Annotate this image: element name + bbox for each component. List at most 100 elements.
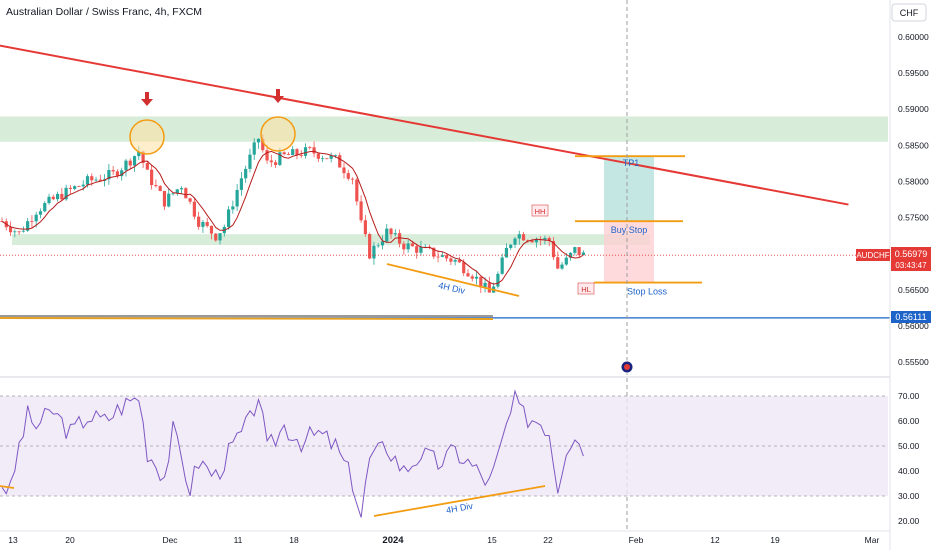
candle-body — [368, 234, 372, 259]
candle-body — [393, 233, 397, 235]
candle-body — [402, 243, 406, 250]
candle-body — [577, 247, 581, 256]
candle-body — [581, 252, 585, 256]
candle-body — [517, 234, 521, 239]
candle-body — [68, 187, 72, 189]
candle-body — [436, 256, 440, 258]
orange-level-line — [0, 317, 494, 320]
support-price-label: 0.56111 — [891, 311, 931, 323]
candle-body — [303, 147, 308, 156]
rsi-pane: 4H Div — [0, 389, 888, 518]
candle-body — [47, 196, 51, 204]
candle-body — [282, 152, 286, 155]
currency-button[interactable] — [891, 3, 927, 22]
rsi-tick-label: 60.00 — [898, 416, 920, 426]
candle-body — [487, 282, 491, 293]
candle-body — [137, 151, 141, 157]
candle-body — [513, 238, 517, 245]
candle-body — [389, 228, 393, 235]
candle-body — [265, 150, 269, 161]
candle-body — [504, 247, 509, 258]
candle-body — [158, 186, 162, 191]
candle-body — [397, 233, 402, 244]
candle-body — [462, 262, 466, 274]
arrow-down-icon — [276, 89, 280, 97]
time-tick-label: Feb — [629, 535, 644, 545]
candle-body — [26, 221, 30, 231]
time-axis[interactable]: 13 20 Dec 11 18 2024 15 22 Feb 12 19 Mar — [8, 535, 879, 546]
candle-body — [534, 239, 538, 243]
tp1-label: TP1 — [623, 158, 640, 168]
candle-body — [150, 169, 154, 186]
candle-body — [363, 220, 367, 235]
candle-body — [192, 201, 196, 217]
candle-body — [342, 167, 346, 174]
rsi-axis[interactable]: 70.00 60.00 50.00 40.00 30.00 20.00 — [898, 391, 920, 526]
price-tick-label: 0.59000 — [898, 104, 929, 114]
overlays: TP1 Buy Stop Stop Loss HH HL 4H Div — [0, 0, 890, 530]
candle-body — [73, 186, 77, 189]
candle-body — [432, 247, 436, 257]
bar-countdown: 03:43:47 — [895, 261, 927, 270]
price-tick-label: 0.60000 — [898, 32, 929, 42]
candle-body — [162, 190, 167, 207]
candle-body — [453, 260, 457, 262]
candle-body — [338, 155, 342, 168]
candle-body — [261, 138, 265, 151]
candle-body — [556, 257, 560, 269]
candle-body — [235, 189, 239, 207]
candle-body — [244, 168, 248, 179]
candle-body — [145, 163, 149, 170]
candle-body — [321, 158, 325, 160]
candle-body — [474, 276, 479, 279]
arrow-down-icon — [145, 92, 149, 100]
candle-body — [573, 247, 577, 253]
candle-body — [316, 153, 320, 159]
candle-body — [346, 173, 350, 179]
rsi-small-line — [0, 485, 15, 489]
stop-loss-zone — [604, 221, 654, 283]
candle-body — [500, 257, 504, 274]
candle-body — [449, 258, 453, 262]
candle-body — [256, 138, 261, 143]
candle-body — [128, 160, 132, 166]
candle-body — [286, 154, 291, 156]
candle-body — [372, 245, 376, 259]
candle-body — [308, 147, 312, 149]
price-tick-label: 0.56000 — [898, 321, 929, 331]
candle-body — [419, 246, 423, 253]
candle-body — [479, 276, 483, 288]
candle-body — [457, 260, 462, 263]
hl-label-box — [577, 282, 595, 295]
time-tick-label: Mar — [865, 535, 880, 545]
candle-body — [209, 225, 214, 234]
currency-label: CHF — [900, 8, 919, 18]
candle-body — [466, 273, 470, 277]
candle-body — [252, 142, 256, 155]
rsi-line — [1, 389, 584, 518]
candle-body — [530, 240, 534, 243]
support-price-value: 0.56111 — [895, 312, 926, 322]
candle-body — [120, 170, 124, 177]
candle-body — [167, 193, 171, 207]
candle-body — [440, 255, 444, 257]
candle-body — [325, 158, 329, 160]
candle-body — [470, 276, 474, 279]
candle-body — [77, 186, 81, 187]
candle-body — [496, 273, 500, 287]
candle-body — [81, 184, 85, 187]
candle-body — [380, 241, 385, 246]
rsi-divergence-line — [373, 485, 546, 517]
candle-body — [274, 162, 278, 165]
candle-body — [214, 233, 218, 241]
candle-body — [90, 176, 94, 181]
price-tick-label: 0.58500 — [898, 140, 929, 150]
candle-body — [201, 222, 205, 227]
candle-body — [55, 193, 60, 200]
candle-body — [560, 264, 564, 269]
event-flag-icon — [624, 364, 630, 370]
current-price-value: 0.56979 — [895, 249, 928, 259]
candles — [0, 134, 585, 293]
candle-body — [124, 160, 128, 171]
